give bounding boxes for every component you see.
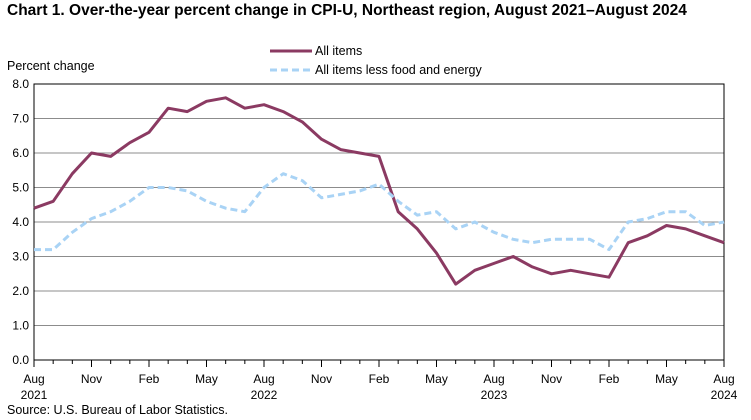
x-tick-label: May bbox=[425, 372, 448, 386]
x-tick-label: Aug bbox=[23, 372, 44, 386]
x-tick-label: Aug bbox=[713, 372, 734, 386]
y-axis-label: Percent change bbox=[7, 59, 95, 73]
legend-swatch-all-items bbox=[270, 49, 312, 53]
legend-label-all-items: All items bbox=[315, 44, 363, 58]
y-tick-label: 3.0 bbox=[12, 250, 29, 264]
series-line-core bbox=[34, 172, 725, 252]
legend-label-core: All items less food and energy bbox=[315, 63, 482, 77]
y-tick-label: 0.0 bbox=[12, 353, 29, 367]
x-tick-label: Feb bbox=[599, 372, 620, 386]
x-tick-label: May bbox=[195, 372, 218, 386]
x-tick-label: Aug bbox=[253, 372, 274, 386]
x-tick-label: Aug bbox=[483, 372, 504, 386]
x-tick-year-label: 2024 bbox=[711, 388, 738, 402]
source-note: Source: U.S. Bureau of Labor Statistics. bbox=[7, 403, 228, 417]
y-tick-label: 2.0 bbox=[12, 284, 29, 298]
y-tick-label: 4.0 bbox=[12, 215, 29, 229]
y-tick-label: 7.0 bbox=[12, 112, 29, 126]
x-tick-year-label: 2022 bbox=[251, 388, 278, 402]
legend-swatch-core bbox=[270, 68, 312, 72]
x-tick-label: Nov bbox=[541, 372, 562, 386]
y-tick-label: 1.0 bbox=[12, 319, 29, 333]
x-tick-label: Feb bbox=[369, 372, 390, 386]
x-tick-label: Feb bbox=[139, 372, 160, 386]
chart-title: Chart 1. Over-the-year percent change in… bbox=[7, 2, 687, 19]
x-tick-label: Nov bbox=[81, 372, 102, 386]
x-tick-year-label: 2021 bbox=[21, 388, 48, 402]
y-tick-label: 5.0 bbox=[12, 181, 29, 195]
y-tick-label: 8.0 bbox=[12, 77, 29, 91]
y-tick-label: 6.0 bbox=[12, 146, 29, 160]
x-tick-label: Nov bbox=[311, 372, 332, 386]
x-tick-label: May bbox=[655, 372, 678, 386]
x-tick-year-label: 2023 bbox=[481, 388, 508, 402]
